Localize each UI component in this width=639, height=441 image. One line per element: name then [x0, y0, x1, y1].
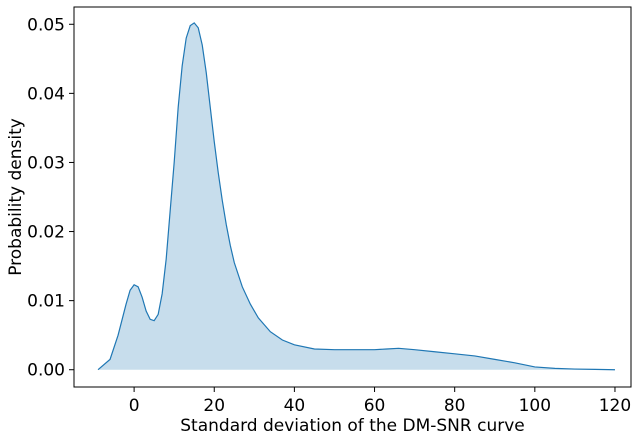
plot-frame	[73, 6, 632, 388]
y-tick-label: 0.02	[27, 223, 65, 243]
x-tick-label: 40	[284, 396, 306, 416]
x-axis-label: Standard deviation of the DM-SNR curve	[180, 416, 525, 436]
y-tick-label: 0.01	[27, 292, 65, 312]
y-tick-label: 0.00	[27, 361, 65, 381]
x-tick-label: 60	[364, 396, 386, 416]
density-curve	[97, 22, 615, 371]
x-tick-label: 120	[599, 396, 631, 416]
x-axis-ticks: 0 20 40 60 80 100 120	[129, 387, 631, 416]
y-tick-label: 0.03	[27, 153, 65, 173]
plot-area	[73, 6, 632, 388]
y-axis-ticks: 0.00 0.01 0.02 0.03 0.04 0.05	[27, 15, 74, 381]
x-tick-label: 80	[444, 396, 466, 416]
x-tick-label: 0	[129, 396, 140, 416]
y-axis-label: Probability density	[6, 118, 26, 276]
y-tick-label: 0.04	[27, 84, 65, 104]
density-fill-area	[98, 22, 615, 370]
y-tick-label: 0.05	[27, 15, 65, 35]
x-tick-label: 100	[519, 396, 551, 416]
x-tick-label: 20	[203, 396, 225, 416]
